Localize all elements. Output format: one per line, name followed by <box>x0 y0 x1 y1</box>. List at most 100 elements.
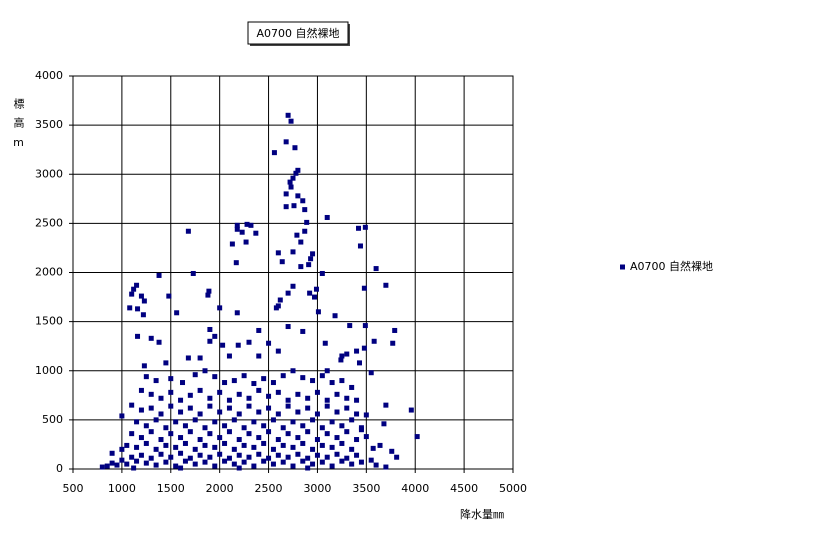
scatter-point <box>158 437 164 443</box>
scatter-point <box>275 389 281 395</box>
scatter-point <box>319 270 325 276</box>
scatter-point <box>197 437 203 443</box>
scatter-point <box>354 452 360 458</box>
scatter-point <box>332 313 338 319</box>
scatter-point <box>173 419 179 425</box>
scatter-point <box>304 219 310 225</box>
scatter-point <box>206 288 212 294</box>
scatter-point <box>295 391 301 397</box>
scatter-point <box>354 411 360 417</box>
scatter-point <box>217 451 223 457</box>
x-tick-label: 3500 <box>352 482 380 495</box>
scatter-point <box>251 444 257 450</box>
scatter-point <box>180 380 186 386</box>
scatter-point <box>197 452 203 458</box>
scatter-point <box>104 463 110 469</box>
scatter-point <box>235 342 241 348</box>
scatter-point <box>256 353 262 359</box>
scatter-point <box>290 444 296 450</box>
scatter-point <box>231 378 237 384</box>
chart-title: A0700 自然裸地 <box>256 26 339 40</box>
scatter-point <box>308 256 314 262</box>
scatter-point <box>207 338 213 344</box>
scatter-point <box>129 431 135 437</box>
scatter-point <box>138 407 144 413</box>
scatter-point <box>129 454 135 460</box>
scatter-point <box>241 425 247 431</box>
scatter-point <box>295 409 301 415</box>
scatter-point <box>349 417 355 423</box>
scatter-point <box>356 360 362 366</box>
y-tick-label: 1000 <box>35 364 63 377</box>
scatter-point <box>362 224 368 230</box>
scatter-point <box>368 370 374 376</box>
scatter-point <box>314 452 320 458</box>
scatter-point <box>217 389 223 395</box>
scatter-point <box>217 305 223 311</box>
scatter-point <box>290 419 296 425</box>
scatter-point <box>119 446 125 452</box>
scatter-point <box>314 411 320 417</box>
scatter-point <box>266 340 272 346</box>
scatter-point <box>163 425 169 431</box>
scatter-point <box>300 198 306 204</box>
scatter-point <box>295 435 301 441</box>
scatter-point <box>192 372 198 378</box>
scatter-point <box>334 451 340 457</box>
scatter-point <box>187 405 193 411</box>
scatter-point <box>287 179 293 185</box>
scatter-point <box>295 451 301 457</box>
scatter-point <box>163 360 169 366</box>
scatter-point <box>277 297 283 303</box>
scatter-point <box>217 409 223 415</box>
scatter-point <box>291 203 297 209</box>
x-tick-label: 1500 <box>157 482 185 495</box>
scatter-point <box>381 421 387 427</box>
scatter-point <box>124 461 130 467</box>
scatter-point <box>158 451 164 457</box>
scatter-point <box>334 391 340 397</box>
scatter-point <box>222 440 228 446</box>
scatter-point <box>202 459 208 465</box>
scatter-point <box>314 437 320 443</box>
scatter-point <box>192 446 198 452</box>
scatter-point <box>275 452 281 458</box>
scatter-point <box>236 411 242 417</box>
scatter-point <box>310 446 316 452</box>
scatter-point <box>298 264 304 270</box>
scatter-point <box>256 451 262 457</box>
scatter-point <box>283 139 289 145</box>
scatter-point <box>168 431 174 437</box>
scatter-point <box>300 440 306 446</box>
scatter-point <box>182 423 188 429</box>
scatter-point <box>368 457 374 463</box>
scatter-point <box>256 409 262 415</box>
scatter-point <box>148 429 154 435</box>
scatter-point <box>344 455 350 461</box>
scatter-point <box>266 455 272 461</box>
scatter-point <box>285 324 291 330</box>
scatter-point <box>222 458 228 464</box>
scatter-point <box>324 454 330 460</box>
scatter-point <box>239 229 245 235</box>
scatter-point <box>280 373 286 379</box>
scatter-point <box>283 204 289 210</box>
scatter-point <box>207 431 213 437</box>
scatter-point <box>241 373 247 379</box>
scatter-point <box>377 442 383 448</box>
scatter-point <box>134 282 140 288</box>
scatter-point <box>236 452 242 458</box>
scatter-point <box>361 285 367 291</box>
scatter-point <box>319 425 325 431</box>
x-tick-label: 3000 <box>303 482 331 495</box>
scatter-point <box>129 402 135 408</box>
scatter-point <box>197 411 203 417</box>
scatter-point <box>236 465 242 471</box>
scatter-point <box>256 435 262 441</box>
scatter-point <box>361 345 367 351</box>
scatter-point <box>143 460 149 466</box>
y-axis-label: 標高m <box>12 97 25 157</box>
y-tick-label: 500 <box>42 413 63 426</box>
scatter-point <box>390 340 396 346</box>
scatter-point <box>234 222 240 228</box>
